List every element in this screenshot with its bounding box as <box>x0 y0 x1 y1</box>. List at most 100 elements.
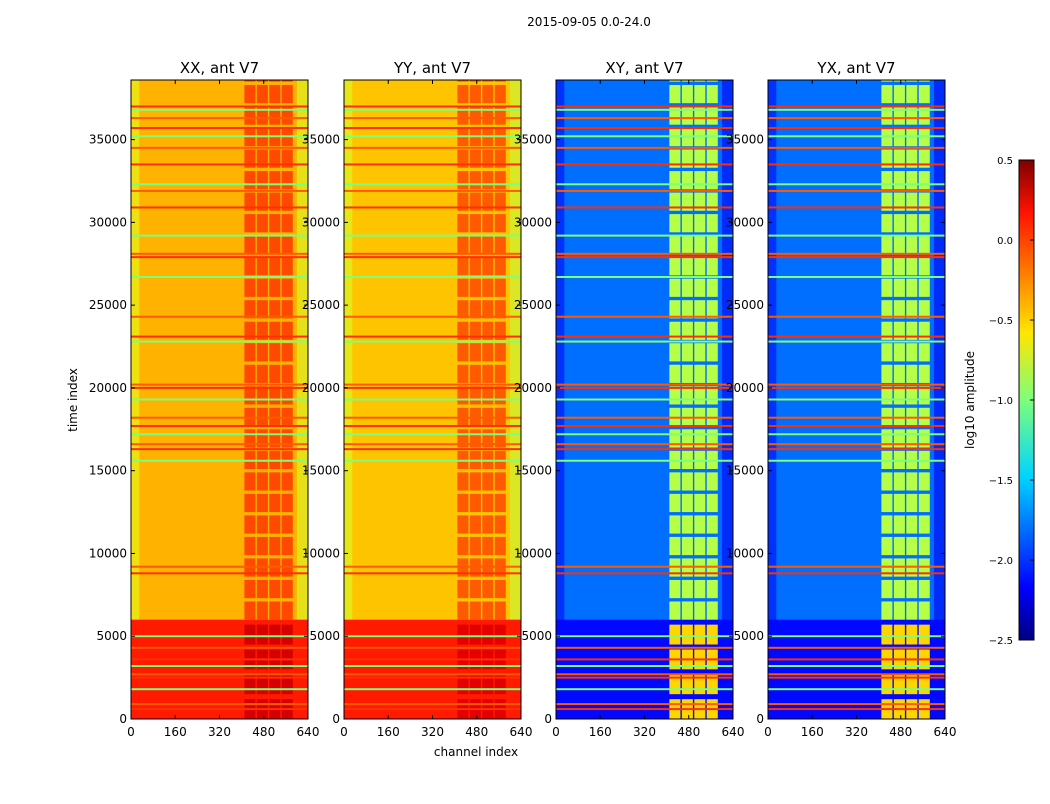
heatmap-band-cell <box>906 80 918 82</box>
rfi-row <box>556 315 733 318</box>
rfi-row <box>131 315 308 318</box>
heatmap-band-cell <box>918 84 930 104</box>
rfi-row <box>131 646 308 649</box>
heatmap-band-cell <box>244 192 256 211</box>
x-tick-label: 0 <box>764 725 772 739</box>
panel-title: XY, ant V7 <box>605 59 683 77</box>
heatmap-band-cell <box>669 472 681 491</box>
heatmap <box>768 80 945 719</box>
heatmap-band-cell <box>694 192 706 211</box>
y-tick-label: 0 <box>332 712 340 726</box>
heatmap-band-cell <box>256 278 268 297</box>
heatmap-band-cell <box>469 192 481 211</box>
heatmap-band-cell <box>706 300 718 319</box>
heatmap-band-cell <box>906 515 918 534</box>
heatmap-band-cell <box>281 472 293 491</box>
rfi-row <box>768 708 945 711</box>
rfi-row <box>344 565 521 568</box>
rfi-row <box>344 315 521 318</box>
y-tick-label: 15000 <box>514 464 552 478</box>
y-tick-label: 10000 <box>302 546 340 560</box>
heatmap-band-cell <box>457 257 469 276</box>
rfi-row <box>556 676 733 679</box>
heatmap-band-cell <box>893 624 905 645</box>
heatmap-band-cell <box>269 674 281 695</box>
heatmap-band-cell <box>256 674 268 695</box>
rfi-row <box>344 676 521 679</box>
heatmap-band-cell <box>706 214 718 233</box>
heatmap-band-cell <box>881 84 893 104</box>
heatmap-band-cell <box>244 214 256 233</box>
heatmap-band-cell <box>918 171 930 190</box>
heatmap-band-cell <box>681 674 693 695</box>
heatmap-band-cell <box>494 364 506 383</box>
rfi-row <box>556 665 733 668</box>
rfi-row <box>131 386 308 389</box>
heatmap-band-cell <box>906 429 918 448</box>
rfi-row <box>556 252 733 255</box>
rfi-row <box>768 335 945 338</box>
heatmap-band-cell <box>694 515 706 534</box>
heatmap-band-cell <box>494 235 506 254</box>
heatmap-band-cell <box>906 536 918 556</box>
x-tick-label: 320 <box>208 725 231 739</box>
heatmap-band-cell <box>881 300 893 319</box>
heatmap-band-cell <box>681 472 693 491</box>
heatmap-band-cell <box>281 106 293 125</box>
heatmap-band-cell <box>906 192 918 211</box>
heatmap <box>131 80 308 719</box>
heatmap-band-cell <box>457 536 469 556</box>
heatmap-band-cell <box>681 106 693 125</box>
rfi-row <box>556 340 733 343</box>
heatmap-band-cell <box>244 149 256 168</box>
rfi-row <box>556 189 733 192</box>
rfi-row <box>556 658 733 661</box>
heatmap-band-cell <box>881 149 893 168</box>
heatmap-band-cell <box>906 674 918 695</box>
heatmap-band-cell <box>269 321 281 340</box>
rfi-row <box>768 658 945 661</box>
heatmap-band-cell <box>482 278 494 297</box>
heatmap-band-cell <box>906 493 918 513</box>
heatmap-band-cell <box>881 171 893 190</box>
heatmap-band-cell <box>669 386 681 405</box>
heatmap-band-cell <box>281 515 293 534</box>
heatmap-band-cell <box>469 235 481 254</box>
rfi-row <box>556 183 733 186</box>
y-tick-label: 35000 <box>514 133 552 147</box>
heatmap-band-cell <box>482 300 494 319</box>
rfi-row <box>344 665 521 668</box>
heatmap-band-cell <box>482 386 494 405</box>
heatmap-band-cell <box>706 624 718 645</box>
heatmap-band-cell <box>269 386 281 405</box>
heatmap-band-cell <box>256 579 268 599</box>
heatmap-band-cell <box>893 235 905 254</box>
heatmap-band-cell <box>706 257 718 276</box>
heatmap-band-cell <box>269 80 281 82</box>
heatmap-band-cell <box>694 278 706 297</box>
heatmap-band-cell <box>694 364 706 383</box>
rfi-row <box>556 234 733 237</box>
colorbar-label: log10 amplitude <box>963 351 977 449</box>
heatmap-band-cell <box>244 429 256 448</box>
heatmap-band-cell <box>706 106 718 125</box>
heatmap-band-cell <box>256 343 268 362</box>
heatmap-band-cell <box>694 674 706 695</box>
heatmap-band-cell <box>457 364 469 383</box>
heatmap-band-cell <box>694 536 706 556</box>
rfi-row <box>556 433 733 436</box>
rfi-row <box>768 416 945 419</box>
rfi-row <box>556 108 733 111</box>
heatmap-band-cell <box>269 472 281 491</box>
heatmap-band-cell <box>457 343 469 362</box>
heatmap-band-cell <box>669 321 681 340</box>
heatmap-band-cell <box>694 80 706 82</box>
heatmap-band-cell <box>669 429 681 448</box>
heatmap-band-cell <box>893 429 905 448</box>
heatmap-band-cell <box>457 149 469 168</box>
y-axis-label: time index <box>66 368 80 432</box>
heatmap-band-cell <box>893 257 905 276</box>
heatmap-band-cell <box>269 300 281 319</box>
heatmap-band-cell <box>669 214 681 233</box>
heatmap-band-cell <box>706 536 718 556</box>
